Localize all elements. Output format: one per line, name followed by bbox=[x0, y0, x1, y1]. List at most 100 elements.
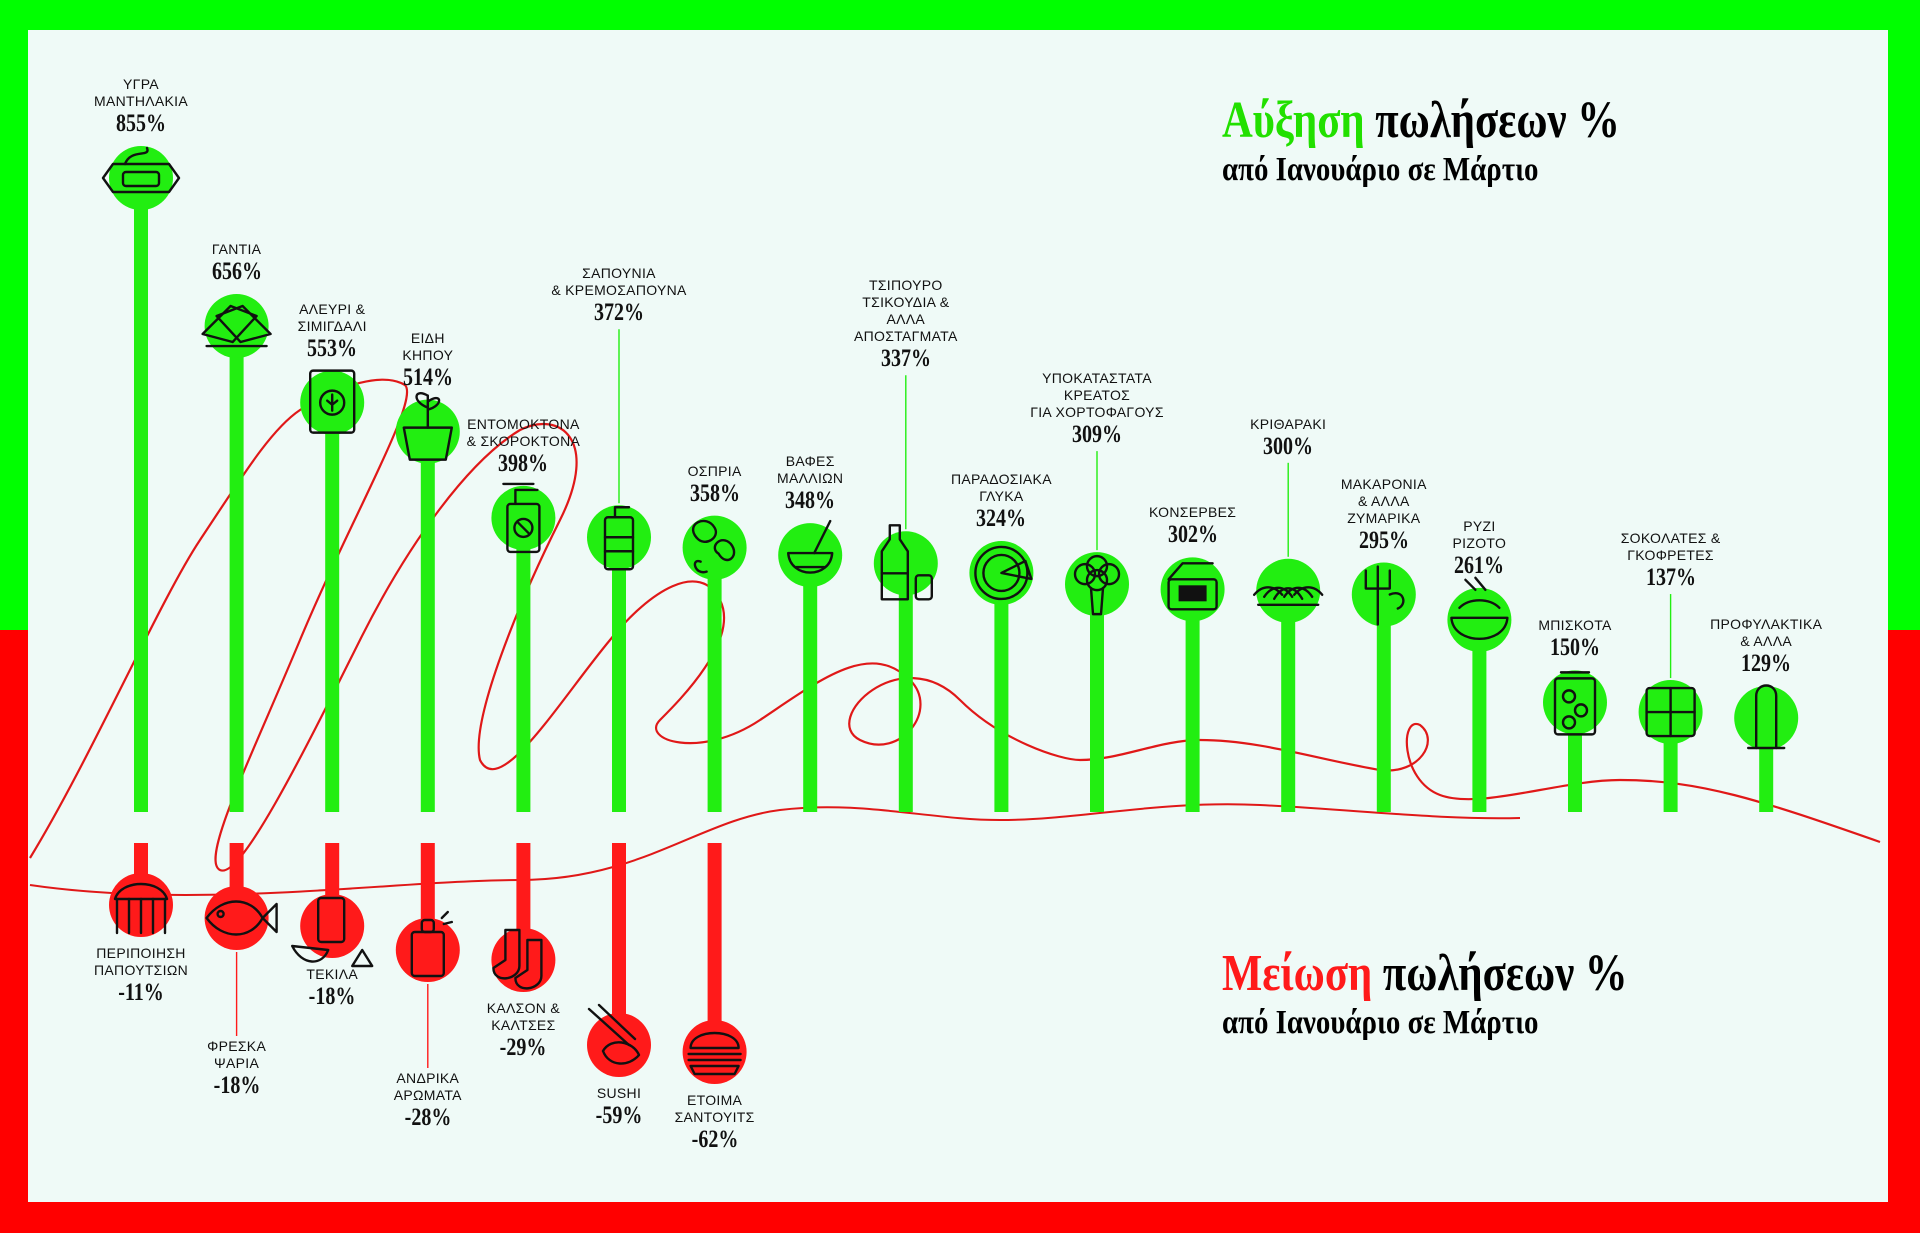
increase-1-label: ΓΑΝΤΙΑ 656% bbox=[205, 241, 268, 286]
increase-8-label: ΤΣΙΠΟΥΡΟ ΤΣΙΚΟΥΔΙΑ & ΑΛΛΑ ΑΠΟΣΤΑΓΜΑΤΑ 337% bbox=[854, 277, 958, 373]
chocolate-icon bbox=[1645, 686, 1696, 738]
increase-15-label: ΜΠΙΣΚΟΤΑ 150% bbox=[1538, 617, 1611, 662]
increase-16-value: 137% bbox=[1645, 564, 1696, 592]
increase-13-label: ΜΑΚΑΡΟΝΙΑ & ΑΛΛΑ ΖΥΜΑΡΙΚΑ 295% bbox=[1341, 476, 1427, 555]
decrease-3-name: ΑΝΔΡΙΚΑ ΑΡΩΜΑΤΑ bbox=[393, 1070, 462, 1103]
increase-10-value: 309% bbox=[1072, 421, 1122, 449]
hair-dye-icon bbox=[787, 519, 834, 574]
increase-2-name: ΑΛΕΥΡΙ & ΣΙΜΙΓΔΑΛΙ bbox=[297, 300, 367, 334]
increase-5-label: ΣΑΠΟΥΝΙΑ & ΚΡΕΜΟΣΑΠΟΥΝΑ 372% bbox=[551, 265, 686, 327]
increase-title-rest: πωλήσεων % bbox=[1364, 92, 1620, 149]
pie-icon bbox=[974, 545, 1033, 601]
increase-17-name: ΠΡΟΦΥΛΑΚΤΙΚΑ & ΑΛΛΑ bbox=[1710, 616, 1823, 649]
increase-11-label: ΚΟΝΣΕΡΒΕΣ 302% bbox=[1149, 504, 1236, 549]
decrease-subtitle: από Ιανουάριο σε Μάρτιο bbox=[1222, 1004, 1539, 1041]
increase-1-bar bbox=[229, 326, 244, 812]
gloves-icon bbox=[201, 304, 272, 348]
increase-title-accent: Αύξηση bbox=[1222, 92, 1365, 149]
increase-12-label: ΚΡΙΘΑΡΑΚΙ 300% bbox=[1250, 416, 1326, 461]
decrease-6-label: ΕΤΟΙΜΑ ΣΑΝΤΟΥΙΤΣ -62% bbox=[675, 1092, 755, 1154]
increase-11-value: 302% bbox=[1167, 521, 1218, 549]
increase-14-value: 261% bbox=[1454, 551, 1505, 579]
wet-wipes-icon bbox=[101, 146, 181, 194]
increase-8-value: 337% bbox=[880, 345, 931, 373]
increase-14-bubble bbox=[1447, 587, 1512, 652]
decrease-title-block: Μείωση πωλήσεων % από Ιανουάριο σε Μάρτι… bbox=[1222, 945, 1717, 1043]
increase-10-bar bbox=[1090, 584, 1104, 812]
cookie-jar-icon bbox=[1553, 671, 1597, 736]
increase-13-value: 295% bbox=[1358, 526, 1409, 554]
plant-pot-icon bbox=[402, 392, 453, 461]
increase-8-bar bbox=[898, 563, 913, 812]
decrease-1-bubble bbox=[204, 886, 269, 950]
decrease-0-label: ΠΕΡΙΠΟΙΗΣΗ ΠΑΠΟΥΤΣΙΩΝ -11% bbox=[94, 945, 188, 1007]
increase-2-bar bbox=[325, 402, 340, 812]
decrease-3-bubble bbox=[395, 918, 460, 982]
spray-bottle-icon bbox=[502, 482, 541, 554]
decrease-0-name: ΠΕΡΙΠΟΙΗΣΗ ΠΑΠΟΥΤΣΙΩΝ bbox=[93, 945, 189, 978]
increase-15-bubble bbox=[1543, 670, 1607, 735]
decrease-5-label: SUSHI -59% bbox=[590, 1085, 648, 1130]
decrease-2-name: ΤΕΚΙΛΑ bbox=[306, 966, 358, 982]
decrease-4-bubble bbox=[491, 928, 556, 992]
increase-3-label: ΕΙΔΗ ΚΗΠΟΥ 514% bbox=[397, 330, 460, 392]
decrease-4-value: -29% bbox=[500, 1034, 547, 1061]
increase-9-label: ΠΑΡΑΔΟΣΙΑΚΑ ΓΛΥΚΑ 324% bbox=[951, 471, 1052, 533]
increase-13-bubble bbox=[1351, 562, 1416, 627]
increase-6-label: ΟΣΠΡΙΑ 358% bbox=[683, 463, 746, 508]
signature-scribble bbox=[29, 378, 1881, 872]
decrease-1-label: ΦΡΕΣΚΑ ΨΑΡΙΑ -18% bbox=[207, 1038, 266, 1100]
increase-4-bar bbox=[516, 517, 531, 812]
increase-5-bar bbox=[612, 537, 626, 812]
soap-pump-icon bbox=[603, 506, 635, 571]
increase-9-name: ΠΑΡΑΔΟΣΙΑΚΑ ΓΛΥΚΑ bbox=[950, 470, 1052, 504]
increase-8-name: ΤΣΙΠΟΥΡΟ ΤΣΙΚΟΥΔΙΑ & ΑΛΛΑ ΑΠΟΣΤΑΓΜΑΤΑ bbox=[853, 277, 958, 345]
tequila-icon bbox=[291, 896, 374, 968]
increase-17-bubble bbox=[1734, 686, 1799, 750]
increase-11-name: ΚΟΝΣΕΡΒΕΣ bbox=[1148, 504, 1237, 521]
increase-4-name: ΕΝΤΟΜΟΚΤΟΝΑ & ΣΚΟΡΟΚΤΟΝΑ bbox=[466, 415, 581, 449]
decrease-title-accent: Μείωση bbox=[1222, 945, 1373, 1002]
increase-10-bubble bbox=[1065, 552, 1129, 617]
decrease-2-value: -18% bbox=[308, 983, 356, 1010]
increase-5-value: 372% bbox=[593, 299, 644, 327]
decrease-6-name: ΕΤΟΙΜΑ ΣΑΝΤΟΥΙΤΣ bbox=[674, 1092, 755, 1125]
broccoli-icon bbox=[1073, 554, 1121, 616]
sushi-icon bbox=[587, 1003, 641, 1065]
increase-0-label: ΥΓΡΑ ΜΑΝΤΗΛΑΚΙΑ 855% bbox=[94, 76, 188, 138]
decrease-5-name: SUSHI bbox=[596, 1085, 642, 1101]
decrease-2-bubble bbox=[300, 894, 365, 958]
increase-8-bubble bbox=[873, 531, 938, 596]
orzo-icon bbox=[1253, 586, 1324, 607]
increase-0-value: 855% bbox=[116, 110, 166, 137]
increase-1-value: 656% bbox=[211, 258, 262, 286]
increase-17-label: ΠΡΟΦΥΛΑΚΤΙΚΑ & ΑΛΛΑ 129% bbox=[1710, 616, 1822, 678]
increase-9-value: 324% bbox=[976, 504, 1027, 532]
increase-11-bar bbox=[1185, 589, 1200, 812]
increase-3-bubble bbox=[395, 399, 460, 464]
increase-3-name: ΕΙΔΗ ΚΗΠΟΥ bbox=[402, 329, 454, 363]
increase-12-value: 300% bbox=[1263, 432, 1314, 460]
increase-13-name: ΜΑΚΑΡΟΝΙΑ & ΑΛΛΑ ΖΥΜΑΡΙΚΑ bbox=[1340, 475, 1427, 526]
decrease-1-name: ΦΡΕΣΚΑ ΨΑΡΙΑ bbox=[207, 1038, 267, 1071]
increase-3-bar bbox=[420, 431, 435, 812]
decrease-3-value: -28% bbox=[404, 1104, 452, 1131]
increase-7-bubble bbox=[778, 523, 843, 588]
decrease-4-label: ΚΑΛΣΟΝ & ΚΑΛΤΣΕΣ -29% bbox=[487, 1000, 560, 1062]
bottle-glass-icon bbox=[880, 524, 933, 601]
decrease-3-label: ΑΝΔΡΙΚΑ ΑΡΩΜΑΤΑ -28% bbox=[394, 1070, 462, 1132]
condom-icon bbox=[1747, 684, 1786, 750]
increase-2-value: 553% bbox=[307, 334, 358, 362]
increase-15-value: 150% bbox=[1550, 634, 1600, 662]
decrease-1-value: -18% bbox=[213, 1072, 260, 1099]
decrease-6-bar bbox=[707, 843, 722, 1052]
increase-16-name: ΣΟΚΟΛΑΤΕΣ & ΓΚΟΦΡΕΤΕΣ bbox=[1620, 530, 1721, 564]
rice-bowl-icon bbox=[1450, 576, 1509, 640]
perfume-icon bbox=[410, 910, 453, 978]
increase-17-value: 129% bbox=[1741, 650, 1792, 677]
increase-10-label: ΥΠΟΚΑΤΑΣΤΑΤΑ ΚΡΕΑΤΟΣ ΓΙΑ ΧΟΡΤΟΦΑΓΟΥΣ 309% bbox=[1030, 370, 1164, 449]
increase-6-name: ΟΣΠΡΙΑ bbox=[687, 462, 742, 479]
increase-15-name: ΜΠΙΣΚΟΤΑ bbox=[1538, 617, 1612, 634]
decrease-5-value: -59% bbox=[595, 1102, 643, 1129]
